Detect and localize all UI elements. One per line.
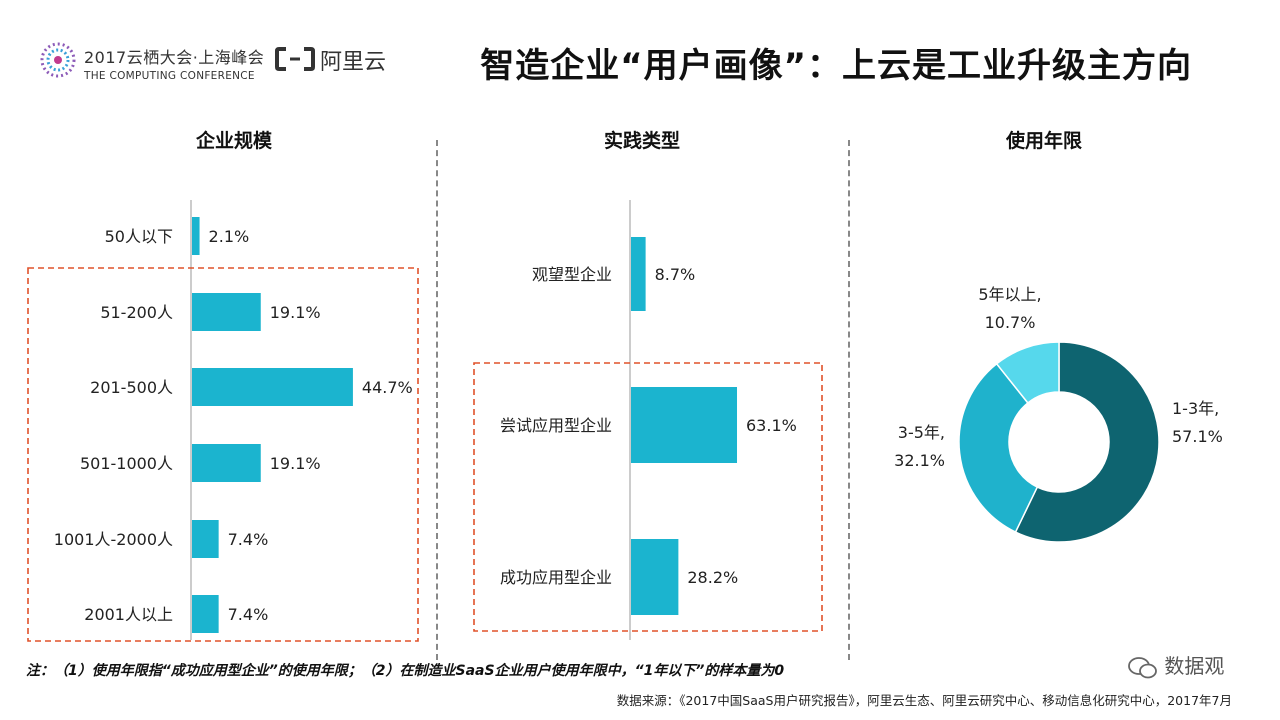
data-label: 7.4% [228,530,269,549]
category-label: 1001人-2000人 [54,530,173,549]
category-label: 51-200人 [100,303,173,322]
wechat-watermark: 数据观 [1128,650,1224,679]
data-label: 19.1% [270,303,321,322]
slice-value-label: 57.1% [1172,427,1223,446]
bar [631,387,738,463]
slice-label: 5年以上, [978,285,1041,304]
donut-slice [958,362,1039,534]
panel-divider [436,140,438,660]
category-label: 201-500人 [90,378,173,397]
category-label: 2001人以上 [84,605,173,624]
footnote: 注：（1）使用年限指“成功应用型企业”的使用年限；（2）在制造业SaaS企业用户… [26,663,785,679]
chart-title-usage-years: 使用年限 [1005,130,1082,152]
data-label: 8.7% [655,265,696,284]
aliyun-logo-icon [275,47,315,71]
donut-slice [995,341,1060,404]
chart-title-company-size: 企业规模 [195,130,272,152]
header: 2017云栖大会·上海峰会 THE COMPUTING CONFERENCE 阿… [0,0,1280,100]
wechat-icon [1128,656,1157,678]
slice-value-label: 32.1% [894,451,945,470]
bar [631,237,646,311]
chart-title-practice-type: 实践类型 [603,130,680,152]
data-label: 7.4% [228,605,269,624]
slice-label: 1-3年, [1172,399,1219,418]
data-source: 数据来源：《2017中国SaaS用户研究报告》，阿里云生态、阿里云研究中心、移动… [616,693,1232,708]
highlight-box [473,362,823,632]
bar [631,539,679,615]
data-label: 63.1% [746,416,797,435]
conference-logo-icon [40,42,76,78]
panel-divider [848,140,850,660]
page-title: 智造企业“用户画像”：上云是工业升级主方向 [480,46,1192,86]
conference-subtitle: THE COMPUTING CONFERENCE [84,70,255,82]
slice-value-label: 10.7% [985,313,1036,332]
conference-name: 2017云栖大会·上海峰会 [84,48,265,67]
slice-label: 3-5年, [898,423,945,442]
data-label: 28.2% [687,568,738,587]
data-label: 2.1% [209,227,250,246]
bar [192,444,261,482]
bar [192,368,353,406]
watermark-text: 数据观 [1164,654,1225,678]
highlight-box [27,267,419,642]
category-label: 观望型企业 [532,265,612,284]
bar [192,293,261,331]
data-label: 44.7% [362,378,413,397]
category-label: 尝试应用型企业 [500,416,612,435]
bar [192,217,200,255]
data-label: 19.1% [270,454,321,473]
bar [192,595,219,633]
donut-slice [1014,341,1160,543]
category-label: 成功应用型企业 [500,568,612,587]
category-label: 50人以下 [105,227,173,246]
aliyun-name: 阿里云 [320,50,387,75]
category-label: 501-1000人 [80,454,173,473]
bar [192,520,219,558]
